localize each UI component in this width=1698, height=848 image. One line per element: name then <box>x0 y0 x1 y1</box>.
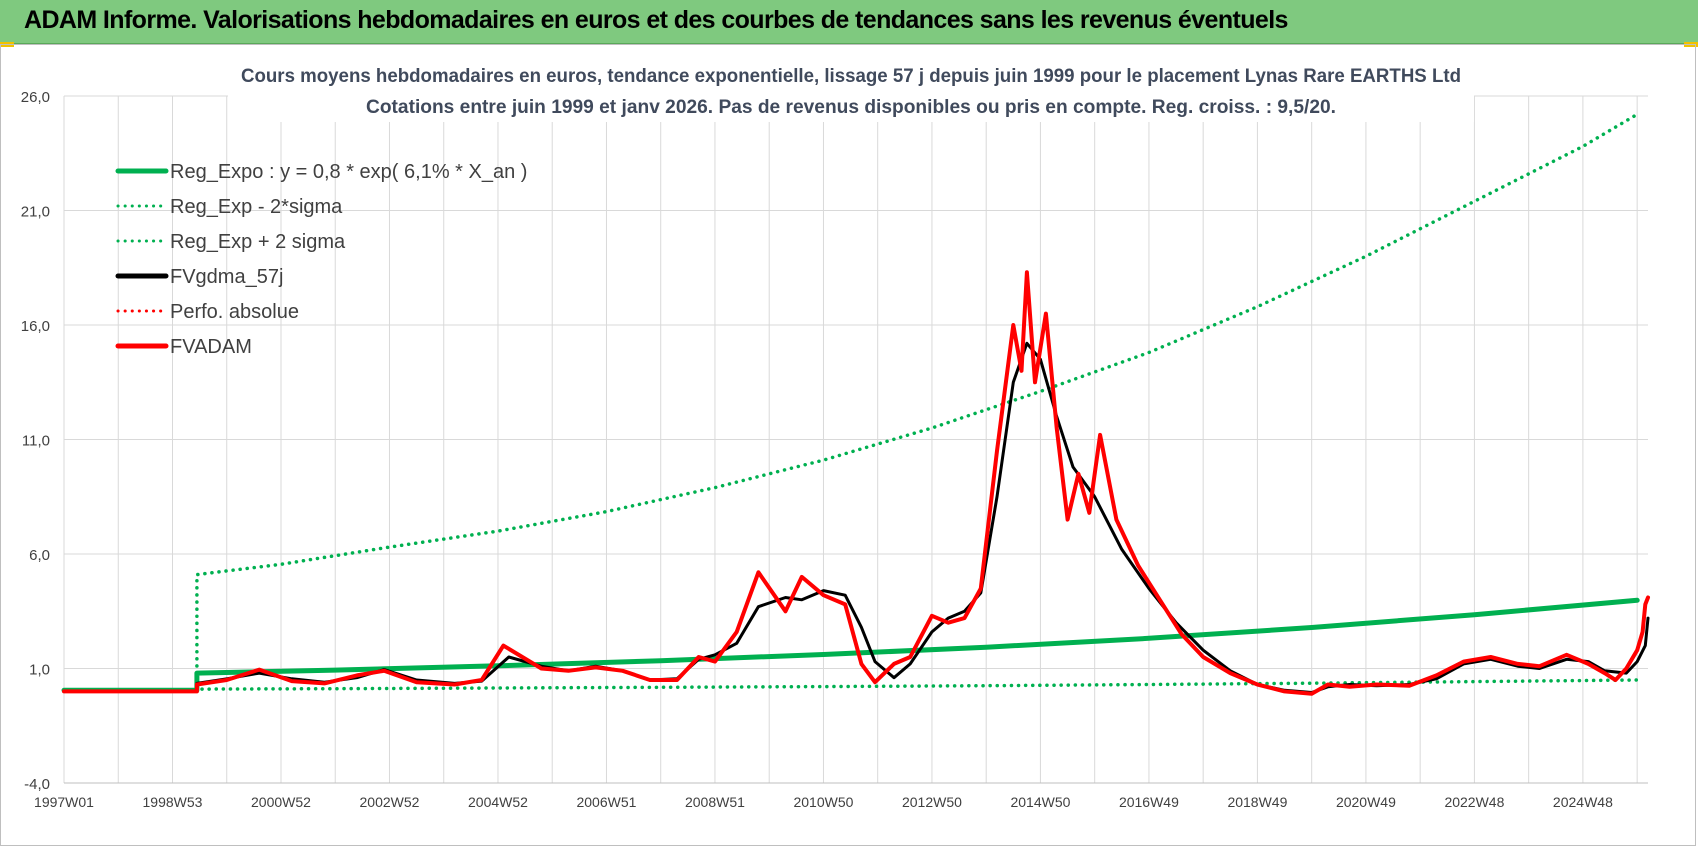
x-tick-label: 2024W48 <box>1553 794 1613 810</box>
x-tick-label: 2022W48 <box>1444 794 1504 810</box>
x-tick-label: 2000W52 <box>251 794 311 810</box>
y-tick-label: 16,0 <box>21 318 50 335</box>
legend-label-5: FVADAM <box>170 336 252 358</box>
y-tick-label: 26,0 <box>21 89 50 106</box>
legend-label-1: Reg_Exp - 2*sigma <box>170 196 343 218</box>
chart-legend: Reg_Expo : y = 0,8 * exp( 6,1% * X_an ) R… <box>115 161 527 358</box>
chart: -4,0 1,0 6,0 11,0 16,0 21,0 26,0 1997W01 1998W53… <box>21 64 1650 810</box>
x-tick-label: 2010W50 <box>793 794 853 810</box>
x-tick-label: 2020W49 <box>1336 794 1396 810</box>
series-line-2 <box>195 112 1639 675</box>
chart-axes: -4,0 1,0 6,0 11,0 16,0 21,0 26,0 1997W01 1998W53… <box>21 89 1648 810</box>
chart-title-block: Cours moyens hebdomadaires en euros, ten… <box>228 64 1474 122</box>
x-tick-label: 2002W52 <box>360 794 420 810</box>
x-tick-label: 2012W50 <box>902 794 962 810</box>
y-tick-label: 11,0 <box>22 433 50 450</box>
legend-label-2: Reg_Exp + 2 sigma <box>170 231 346 253</box>
x-tick-label: 2006W51 <box>576 794 636 810</box>
chart-title-background <box>228 64 1474 122</box>
y-tick-label: 6,0 <box>29 547 50 564</box>
series-line-1 <box>195 678 1639 691</box>
x-tick-label: 1998W53 <box>143 794 203 810</box>
y-tick-label: 1,0 <box>29 662 50 679</box>
x-tick-label: 2008W51 <box>685 794 745 810</box>
x-tick-label: 2016W49 <box>1119 794 1179 810</box>
chart-series <box>61 112 1650 696</box>
legend-label-3: FVgdma_57j <box>170 266 283 288</box>
series-line-0 <box>61 597 1640 693</box>
chart-subtitle: Cotations entre juin 1999 et janv 2026. … <box>366 97 1336 118</box>
x-tick-label: 2014W50 <box>1010 794 1070 810</box>
y-tick-label: 21,0 <box>21 204 50 221</box>
legend-label-4: Perfo. absolue <box>170 301 299 323</box>
y-tick-label: -4,0 <box>24 776 50 793</box>
report-banner: ADAM Informe. Valorisations hebdomadaire… <box>0 0 1698 44</box>
legend-label-0: Reg_Expo : y = 0,8 * exp( 6,1% * X_an ) <box>170 161 527 183</box>
series-line-5 <box>62 270 1650 696</box>
x-tick-label: 2018W49 <box>1227 794 1287 810</box>
report-title: ADAM Informe. Valorisations hebdomadaire… <box>24 6 1288 34</box>
x-tick-label: 1997W01 <box>34 794 94 810</box>
chart-title: Cours moyens hebdomadaires en euros, ten… <box>241 66 1461 87</box>
x-tick-label: 2004W52 <box>468 794 528 810</box>
